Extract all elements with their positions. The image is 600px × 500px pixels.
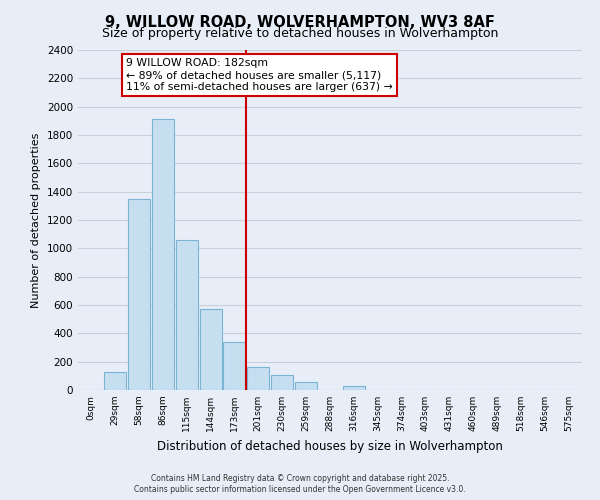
Bar — [295, 382, 317, 390]
Bar — [247, 368, 269, 390]
Bar — [343, 386, 365, 390]
X-axis label: Distribution of detached houses by size in Wolverhampton: Distribution of detached houses by size … — [157, 440, 503, 452]
Text: 9, WILLOW ROAD, WOLVERHAMPTON, WV3 8AF: 9, WILLOW ROAD, WOLVERHAMPTON, WV3 8AF — [105, 15, 495, 30]
Text: Size of property relative to detached houses in Wolverhampton: Size of property relative to detached ho… — [102, 28, 498, 40]
Bar — [271, 375, 293, 390]
Bar — [152, 120, 174, 390]
Bar — [104, 372, 126, 390]
Text: Contains HM Land Registry data © Crown copyright and database right 2025.
Contai: Contains HM Land Registry data © Crown c… — [134, 474, 466, 494]
Bar — [200, 309, 221, 390]
Text: 9 WILLOW ROAD: 182sqm
← 89% of detached houses are smaller (5,117)
11% of semi-d: 9 WILLOW ROAD: 182sqm ← 89% of detached … — [126, 58, 392, 92]
Y-axis label: Number of detached properties: Number of detached properties — [31, 132, 41, 308]
Bar — [223, 342, 245, 390]
Bar — [176, 240, 197, 390]
Bar — [128, 198, 150, 390]
